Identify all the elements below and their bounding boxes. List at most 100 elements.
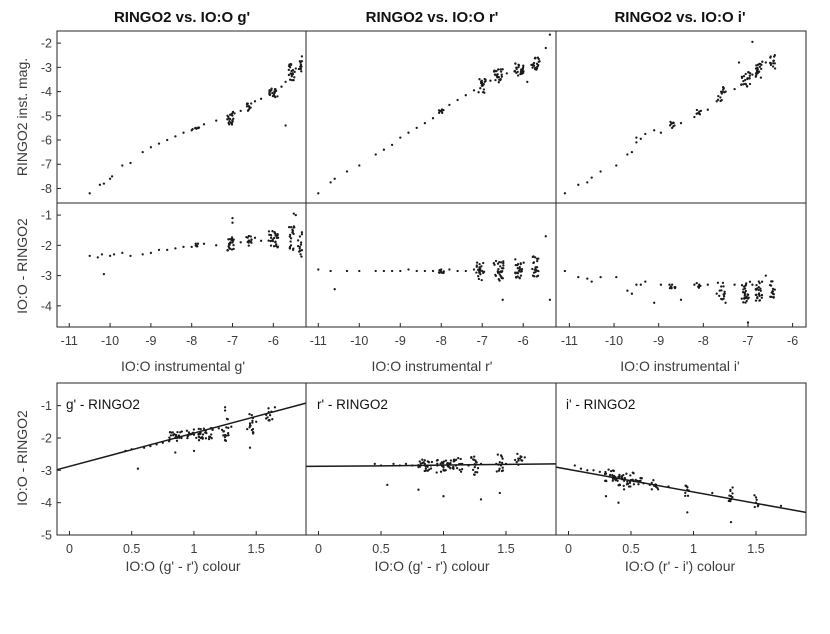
cluster-point (287, 73, 291, 77)
data-point (166, 248, 169, 252)
cluster-point (494, 73, 497, 76)
cluster-point (482, 270, 486, 273)
xtick-label: 0.5 (372, 542, 389, 556)
cluster-point (639, 476, 642, 480)
cluster-point (720, 289, 723, 292)
cluster-point (457, 463, 461, 466)
cluster-point (248, 412, 251, 416)
data-point (174, 451, 177, 454)
cluster-point (250, 428, 254, 432)
data-point (586, 277, 589, 280)
cluster-point (207, 437, 211, 441)
cluster-point (743, 291, 746, 294)
cluster-point (300, 249, 304, 252)
data-point (706, 283, 709, 286)
cluster-point (653, 484, 656, 488)
data-point (392, 462, 395, 466)
data-point (182, 245, 185, 249)
data-point (373, 462, 376, 466)
cluster-point (430, 460, 434, 464)
cluster-point (228, 247, 232, 250)
fit-line (56, 402, 307, 471)
data-point (630, 292, 634, 295)
points-r_col (373, 452, 526, 501)
data-point (436, 464, 439, 467)
data-point (635, 141, 638, 144)
cluster-point (499, 70, 503, 73)
data-point (382, 269, 386, 273)
cluster-point (698, 110, 701, 113)
cluster-point (446, 461, 449, 465)
xtick-label: 1 (190, 542, 197, 556)
cluster-point (475, 271, 478, 274)
cluster-point (272, 93, 276, 97)
cluster-point (514, 272, 517, 275)
cluster-point (442, 469, 445, 472)
cluster-point (758, 281, 761, 285)
data-point (473, 465, 476, 469)
data-point (231, 216, 234, 220)
data-point (404, 462, 408, 466)
data-point (333, 288, 336, 291)
cluster-point (194, 242, 197, 245)
cluster-point (201, 433, 205, 436)
cluster-point (731, 492, 734, 495)
cluster-point (220, 428, 224, 432)
xtick-label: -9 (395, 334, 406, 348)
cluster-point (740, 284, 744, 287)
cluster-point (520, 270, 523, 273)
cluster-point (670, 286, 673, 289)
cluster-point (247, 239, 250, 242)
data-point (399, 269, 402, 273)
cluster-point (754, 75, 757, 78)
data-point (659, 283, 663, 286)
data-point (679, 121, 683, 125)
cluster-point (290, 75, 293, 78)
cluster-point (250, 414, 253, 417)
data-point (294, 213, 297, 217)
data-point (423, 121, 427, 125)
cluster-point (747, 71, 750, 74)
annotation-g-ringo2: g' - RINGO2 (66, 397, 140, 412)
cluster-point (288, 233, 292, 237)
data-point (259, 97, 263, 100)
cluster-point (421, 458, 424, 461)
panel-i_col: 0 0.5 1 1.5 (555, 382, 807, 556)
cluster-point (687, 489, 691, 492)
cluster-point (631, 478, 634, 481)
cluster-point (276, 233, 279, 237)
data-point (464, 269, 467, 273)
cluster-point (267, 230, 271, 233)
data-point (635, 136, 638, 139)
cluster-point (250, 238, 253, 241)
cluster-point (516, 74, 520, 77)
cluster-point (476, 466, 480, 470)
annotation-r-ringo2: r' - RINGO2 (317, 397, 388, 412)
data-point (733, 283, 736, 286)
xtick-label: -11 (310, 334, 327, 348)
cluster-point (668, 124, 672, 127)
cluster-point (756, 71, 759, 75)
cluster-point (197, 427, 200, 431)
data-point (653, 129, 656, 132)
cluster-point (500, 73, 503, 76)
cluster-point (742, 75, 746, 78)
cluster-point (175, 439, 179, 442)
cluster-point (720, 285, 723, 288)
data-point (167, 440, 171, 443)
cluster-point (520, 459, 523, 462)
data-point (577, 183, 580, 186)
xtick-label: -9 (653, 334, 664, 348)
data-point (598, 470, 601, 474)
cluster-point (669, 120, 672, 124)
cluster-point (454, 458, 458, 461)
cluster-point (607, 468, 610, 471)
cluster-point (293, 70, 296, 74)
cluster-point (672, 121, 675, 124)
cluster-point (500, 267, 504, 270)
cluster-point (246, 102, 249, 105)
cluster-point (731, 495, 734, 499)
cluster-point (292, 79, 295, 82)
cluster-point (622, 488, 626, 491)
cluster-point (288, 235, 291, 238)
